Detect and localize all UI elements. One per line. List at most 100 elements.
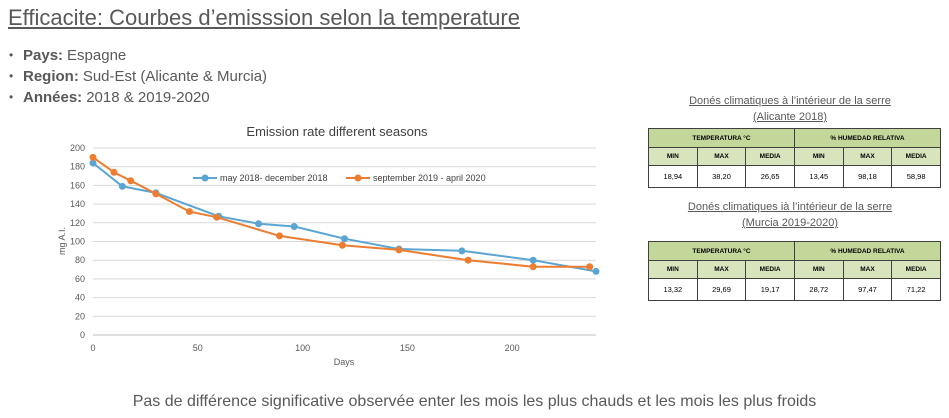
- fact-value: Sud-Est (Alicante & Murcia): [82, 68, 268, 85]
- table-heading-location: (Alicante 2018): [753, 111, 827, 123]
- fact-label: Années:: [23, 89, 83, 106]
- table-cell: 18,94: [648, 165, 698, 188]
- temperature-group-header: TEMPERATURA °C: [648, 241, 795, 261]
- table-column-header-row: MIN MAX MEDIA MIN MAX MEDIA: [648, 260, 941, 279]
- data-point: [592, 267, 600, 275]
- data-point: [290, 223, 298, 231]
- fact-label: Pays:: [23, 47, 64, 64]
- fact-label: Region:: [23, 68, 79, 85]
- table-group-header-row: TEMPERATURA °C % HUMEDAD RELATIVA: [648, 241, 942, 261]
- y-tick-label: 120: [70, 218, 85, 228]
- y-tick-label: 100: [70, 237, 85, 247]
- column-header: MIN: [648, 147, 698, 166]
- fact-item-region: Region:Sud-Est (Alicante & Murcia): [9, 66, 267, 87]
- y-tick-label: 140: [70, 199, 85, 209]
- table-cell: 13,32: [648, 278, 698, 301]
- data-point: [276, 232, 284, 240]
- table-cell: 29,69: [696, 278, 747, 301]
- table-cell: 98,18: [842, 165, 893, 188]
- data-point: [464, 256, 472, 264]
- column-header: MEDIA: [745, 260, 795, 279]
- x-tick-label: 100: [295, 343, 310, 353]
- table-group-header-row: TEMPERATURA °C % HUMEDAD RELATIVA: [648, 128, 942, 148]
- table-cell: 38,20: [696, 165, 747, 188]
- data-point: [529, 263, 537, 271]
- legend-label: september 2019 - april 2020: [373, 173, 486, 183]
- table-cell: 71,22: [891, 278, 941, 301]
- emission-rate-line-chart: Emission rate different seasons 0 20 40 60 80…: [57, 124, 600, 367]
- x-tick-label: 150: [400, 343, 415, 353]
- data-point: [338, 241, 346, 249]
- table-row: 18,94 38,20 26,65 13,45 98,18 58,98: [648, 165, 941, 188]
- y-tick-label: 20: [75, 311, 85, 321]
- table-cell: 58,98: [891, 165, 941, 188]
- column-header: MAX: [696, 260, 747, 279]
- legend-item: september 2019 - april 2020: [346, 173, 486, 183]
- legend-marker: [201, 174, 209, 182]
- column-header: MEDIA: [891, 260, 941, 279]
- column-header: MIN: [793, 147, 844, 166]
- y-axis-title: mg A.I.: [57, 227, 67, 255]
- table-row: 13,32 29,69 19,17 28,72 97,47 71,22: [648, 278, 941, 301]
- series-line: [92, 156, 591, 268]
- fact-item-years: Années:2018 & 2019-2020: [9, 87, 267, 108]
- alicante-table-heading: Donés climatiques à l’intérieur de la se…: [640, 93, 940, 125]
- legend-label: may 2018- december 2018: [220, 173, 328, 183]
- alicante-climate-table: TEMPERATURA °C % HUMEDAD RELATIVA MIN MA…: [648, 128, 942, 188]
- data-point: [185, 208, 193, 216]
- data-point: [529, 256, 537, 264]
- fact-item-country: Pays:Espagne: [9, 45, 267, 66]
- x-tick-label: 50: [193, 343, 203, 353]
- data-point: [127, 177, 135, 185]
- facts-list: Pays:Espagne Region:Sud-Est (Alicante & …: [9, 45, 267, 108]
- x-tick-label: 200: [505, 343, 520, 353]
- table-heading-text: Donés climatiques ià l’intérieur de la s…: [687, 201, 893, 213]
- table-cell: 26,65: [745, 165, 795, 188]
- data-point: [395, 246, 403, 254]
- column-header: MAX: [842, 260, 893, 279]
- temperature-group-header: TEMPERATURA °C: [648, 128, 795, 148]
- series-1: [89, 159, 600, 275]
- column-header: MIN: [648, 260, 698, 279]
- table-column-header-row: MIN MAX MEDIA MIN MAX MEDIA: [648, 147, 941, 166]
- slide-title: Efficacite: Courbes d’emisssion selon la…: [8, 5, 520, 30]
- data-point: [586, 263, 594, 271]
- data-point: [110, 168, 118, 176]
- legend-marker: [354, 174, 362, 182]
- data-point: [213, 213, 221, 221]
- y-tick-label: 160: [70, 180, 85, 190]
- series-2: [89, 153, 594, 271]
- table-cell: 97,47: [842, 278, 893, 301]
- table-cell: 13,45: [793, 165, 844, 188]
- column-header: MEDIA: [891, 147, 941, 166]
- column-header: MEDIA: [745, 147, 795, 166]
- series-line: [92, 162, 597, 273]
- data-point: [341, 235, 348, 243]
- data-point: [152, 190, 160, 198]
- murcia-table-heading: Donés climatiques ià l’intérieur de la s…: [640, 199, 940, 231]
- x-axis-title: Days: [334, 357, 355, 367]
- table-heading-text: Donés climatiques à l’intérieur de la se…: [689, 95, 891, 107]
- table-cell: 19,17: [745, 278, 795, 301]
- murcia-climate-table: TEMPERATURA °C % HUMEDAD RELATIVA MIN MA…: [648, 241, 942, 301]
- fact-value: 2018 & 2019-2020: [86, 89, 210, 106]
- column-header: MAX: [842, 147, 893, 166]
- fact-value: Espagne: [67, 47, 127, 64]
- y-tick-label: 40: [75, 293, 85, 303]
- y-tick-label: 0: [80, 330, 85, 340]
- column-header: MAX: [696, 147, 747, 166]
- y-tick-label: 180: [70, 162, 85, 172]
- humidity-group-header: % HUMEDAD RELATIVA: [793, 128, 942, 148]
- y-tick-label: 60: [75, 274, 85, 284]
- column-header: MIN: [793, 260, 844, 279]
- data-point: [118, 182, 126, 190]
- table-cell: 28,72: [793, 278, 844, 301]
- data-point: [458, 247, 466, 255]
- x-tick-label: 0: [90, 343, 95, 353]
- data-point: [255, 220, 263, 228]
- table-heading-location: (Murcia 2019-2020): [742, 217, 838, 229]
- conclusion-text: Pas de différence significative observée…: [132, 393, 817, 410]
- data-point: [89, 153, 97, 161]
- chart-title: Emission rate different seasons: [246, 124, 428, 139]
